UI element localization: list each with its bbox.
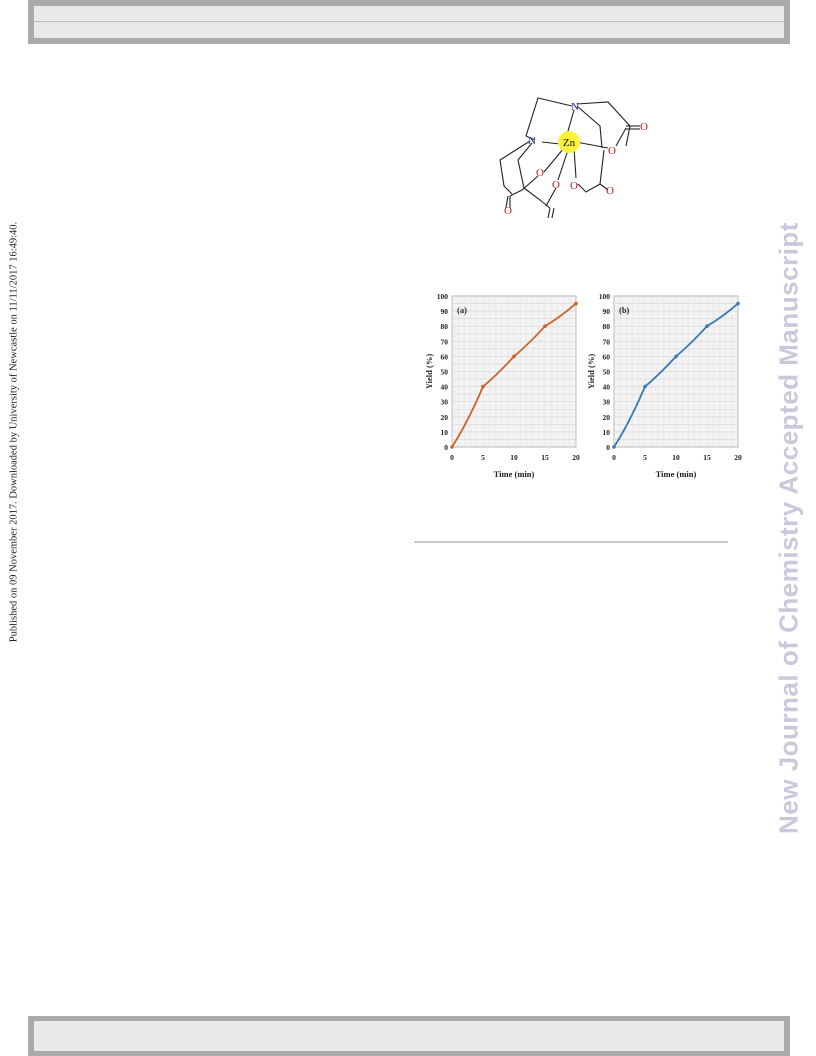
atom-label-n2: N (528, 135, 536, 147)
y-axis-label: Yield (%) (586, 354, 596, 390)
y-tick-label: 40 (603, 383, 611, 392)
publication-note: Published on 09 November 2017. Downloade… (8, 221, 20, 643)
y-tick-label: 90 (441, 307, 449, 316)
x-tick-label: 5 (481, 453, 485, 462)
atom-label-o4: O (552, 179, 560, 191)
atom-label-o2: O (608, 145, 616, 157)
data-point (612, 445, 616, 449)
y-tick-label: 70 (441, 337, 449, 346)
header-bar-inner (34, 6, 784, 38)
y-tick-label: 100 (437, 292, 449, 301)
atom-label-o5: O (570, 180, 578, 192)
yield-chart-a: 0 10 20 30 40 50 60 70 80 90 100 0 5 10 15 20 Time (min)… (424, 292, 580, 479)
y-tick-label: 0 (444, 443, 448, 452)
data-point (736, 301, 740, 306)
y-tick-label: 100 (599, 292, 611, 301)
data-point (574, 301, 578, 306)
zn-complex-structure: Zn N N O O O O O O O (499, 97, 648, 219)
x-tick-label: 0 (612, 453, 616, 462)
metal-label: Zn (563, 137, 576, 149)
accepted-manuscript-watermark: New Journal of Chemistry Accepted Manusc… (773, 222, 804, 834)
atom-label-n1: N (571, 101, 579, 113)
header-divider (34, 21, 784, 22)
x-tick-label: 5 (643, 453, 647, 462)
data-point (705, 324, 709, 328)
y-tick-label: 50 (441, 368, 449, 377)
y-tick-label: 70 (603, 337, 611, 346)
y-tick-label: 20 (441, 413, 449, 422)
panel-label: (a) (457, 305, 467, 315)
x-tick-label: 10 (672, 453, 680, 462)
y-tick-label: 40 (441, 383, 449, 392)
x-tick-label: 10 (510, 453, 518, 462)
y-tick-label: 10 (603, 428, 611, 437)
atom-label-o7: O (504, 205, 512, 217)
y-tick-label: 30 (603, 398, 611, 407)
grid-lines (613, 295, 739, 448)
x-axis-label: Time (min) (656, 469, 697, 479)
atom-label-o1: O (640, 121, 648, 133)
panel-label: (b) (619, 305, 630, 315)
footer-bar-inner (34, 1021, 784, 1051)
y-tick-label: 30 (441, 398, 449, 407)
x-tick-label: 20 (734, 453, 742, 462)
x-tick-label: 20 (572, 453, 580, 462)
y-tick-label: 0 (606, 443, 610, 452)
zn-highlight-circle (558, 131, 580, 153)
y-tick-label: 60 (603, 352, 611, 361)
bond-lines (499, 97, 640, 219)
x-tick-label: 15 (703, 453, 711, 462)
data-point (450, 445, 454, 449)
x-axis-label: Time (min) (494, 469, 535, 479)
y-tick-label: 80 (441, 322, 449, 331)
yield-chart-b: 0 10 20 30 40 50 60 70 80 90 100 0 5 10 15 20 Time (min)… (586, 292, 742, 479)
atom-label-o6: O (606, 185, 614, 197)
y-tick-label: 80 (603, 322, 611, 331)
data-point (674, 354, 678, 359)
atom-label-o3: O (536, 167, 544, 179)
y-axis-label: Yield (%) (424, 354, 434, 390)
x-tick-label: 0 (450, 453, 454, 462)
y-tick-label: 50 (603, 368, 611, 377)
data-point (481, 384, 485, 389)
data-point (543, 324, 547, 328)
y-tick-label: 10 (441, 428, 449, 437)
x-tick-label: 15 (541, 453, 549, 462)
data-point (512, 354, 516, 359)
y-tick-label: 60 (441, 352, 449, 361)
section-divider (414, 541, 728, 543)
data-point (643, 384, 647, 389)
y-tick-label: 90 (603, 307, 611, 316)
y-tick-label: 20 (603, 413, 611, 422)
